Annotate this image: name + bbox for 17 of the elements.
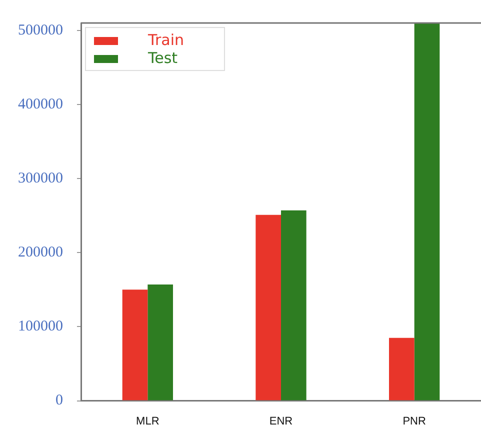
y-tick-label: 200000 bbox=[18, 244, 63, 261]
bar bbox=[389, 338, 414, 400]
bar bbox=[256, 214, 281, 400]
x-tick-label: PNR bbox=[402, 415, 426, 428]
bar bbox=[414, 23, 440, 400]
x-tick-label: ENR bbox=[269, 415, 293, 428]
bar bbox=[148, 284, 173, 400]
y-tick-label: 300000 bbox=[18, 170, 63, 186]
y-tick-label: 100000 bbox=[18, 318, 63, 335]
y-tick-label: 400000 bbox=[18, 96, 63, 112]
y-tick-label: 0 bbox=[56, 392, 63, 409]
legend-label: Test bbox=[148, 49, 178, 67]
y-tick-label: 500000 bbox=[18, 22, 63, 38]
x-tick-label: MLR bbox=[136, 415, 160, 428]
legend-label: Train bbox=[148, 31, 184, 49]
bar bbox=[122, 290, 148, 400]
bar bbox=[281, 210, 306, 400]
